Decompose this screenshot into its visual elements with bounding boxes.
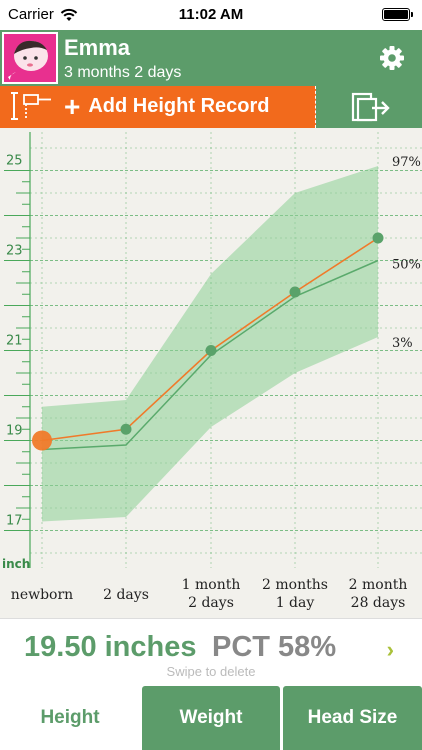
carrier-group: Carrier (8, 6, 78, 23)
percentile-label: 3% (392, 336, 413, 351)
x-tick-label-line: 1 day (275, 595, 315, 611)
baby-avatar[interactable] (2, 32, 58, 84)
x-tick-label-line: 2 days (103, 587, 149, 603)
tab-height-label: Height (40, 707, 100, 728)
add-record-label-group: + Add Height Record (64, 90, 270, 122)
x-tick-label-line: newborn (10, 587, 74, 603)
x-tick-label-line: 2 months (262, 577, 328, 593)
data-point (120, 423, 132, 435)
status-time: 11:02 AM (178, 6, 244, 23)
swipe-hint: Swipe to delete (166, 664, 256, 679)
percentile-value: PCT 58% (212, 631, 337, 663)
percentile-band (42, 166, 378, 522)
y-tick-label: 25 (6, 154, 23, 169)
export-icon[interactable] (350, 92, 392, 122)
percentile-label: 50% (392, 258, 421, 273)
y-tick-label: 17 (6, 514, 23, 529)
tab-weight-label: Weight (179, 707, 243, 728)
x-tick-label: 2 months 1 day (262, 576, 328, 612)
x-tick-label-line: 1 month (181, 577, 241, 593)
y-tick-label: 19 (6, 424, 23, 439)
chart-canvas: 17 19 21 23 25 inch 97% 50% 3% (2, 132, 422, 571)
battery-icon (382, 8, 413, 21)
selected-data-point (32, 430, 52, 451)
x-tick-label-line: 2 days (188, 595, 234, 611)
child-name: Emma (64, 35, 131, 60)
x-tick-label: 1 month 2 days (182, 576, 241, 612)
plus-icon: + (64, 90, 81, 122)
height-ruler-icon (11, 92, 51, 120)
data-point (372, 232, 384, 244)
profile-header: Emma 3 months 2 days (0, 30, 422, 86)
chevron-right-icon[interactable]: › (386, 637, 394, 662)
action-bar: + Add Height Record (0, 86, 422, 128)
x-tick-label-line: 2 month (348, 577, 408, 593)
x-tick-label: 2 month 28 days (349, 576, 408, 612)
child-age: 3 months 2 days (64, 64, 182, 81)
wifi-icon (60, 8, 78, 21)
y-tick-label: 21 (6, 334, 23, 349)
x-tick-label-line: 28 days (350, 595, 406, 611)
data-point (205, 345, 217, 356)
carrier-label: Carrier (8, 6, 54, 23)
height-growth-chart: 17 19 21 23 25 inch 97% 50% 3% (0, 128, 422, 618)
x-tick-label: newborn (11, 586, 73, 604)
tab-head-size[interactable]: Head Size (283, 686, 422, 750)
height-value: 19.50 inches (24, 631, 197, 663)
status-bar: Carrier 11:02 AM (0, 0, 422, 30)
data-point (289, 286, 301, 298)
x-axis-labels: newborn 2 days 1 month 2 days 2 months 1 day 2… (0, 576, 422, 616)
y-tick-label: 23 (6, 244, 23, 259)
gear-icon[interactable] (378, 44, 406, 72)
y-unit-label: inch (2, 557, 30, 571)
baby-face-icon (8, 40, 48, 80)
tab-weight[interactable]: Weight (142, 686, 280, 750)
add-record-label: Add Height Record (88, 95, 270, 117)
add-height-record-button[interactable]: + Add Height Record (0, 86, 316, 128)
percentile-label: 97% (392, 155, 421, 170)
tab-head-size-label: Head Size (307, 707, 398, 728)
tab-height[interactable]: Height (0, 686, 140, 750)
x-tick-label: 2 days (103, 586, 149, 604)
record-summary-row[interactable]: 19.50 inches PCT 58% Swipe to delete › (0, 618, 422, 680)
tab-bar: Height Weight Head Size (0, 680, 422, 750)
